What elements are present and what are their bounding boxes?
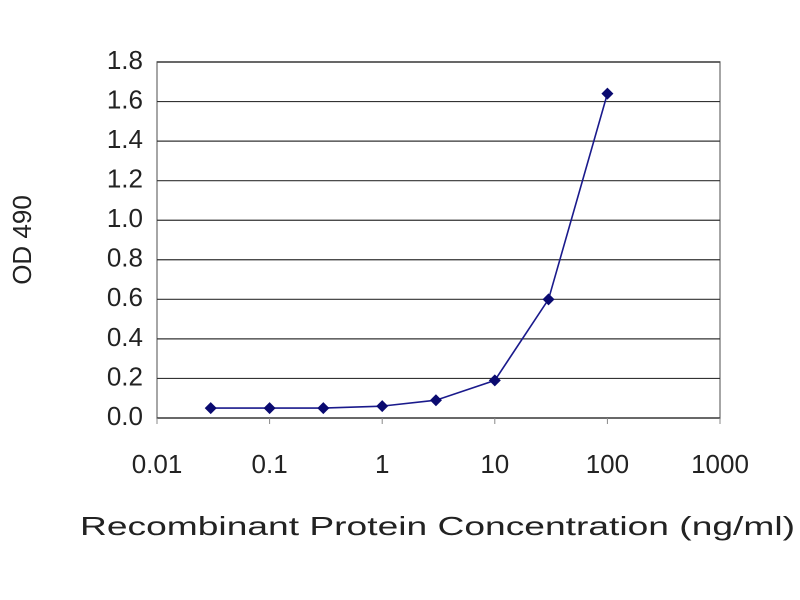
y-axis-label: OD 490 [7, 195, 37, 285]
series-line [210, 93, 609, 409]
data-point [601, 87, 614, 100]
data-point [376, 400, 389, 413]
plot-area [156, 61, 721, 419]
y-tick-label: 0.0 [107, 401, 143, 431]
data-point [429, 394, 442, 407]
y-tick-label: 0.8 [107, 243, 143, 273]
y-tick-label: 1.2 [107, 164, 143, 194]
y-tick-label: 1.4 [107, 124, 143, 154]
y-tick-label: 1.0 [107, 203, 143, 233]
data-point [488, 374, 501, 387]
y-tick-label: 0.2 [107, 361, 143, 391]
x-tick-label: 10 [480, 449, 509, 479]
x-axis-label: Recombinant Protein Concentration (ng/ml… [80, 511, 795, 541]
data-point [317, 402, 330, 415]
y-tick-label: 1.8 [107, 45, 143, 75]
y-tick-label: 1.6 [107, 84, 143, 114]
data-point [542, 293, 555, 306]
x-tick-label: 1000 [691, 449, 749, 479]
x-tick-label: 0.1 [252, 449, 288, 479]
data-point [204, 402, 217, 415]
y-tick-label: 0.6 [107, 282, 143, 312]
y-tick-label: 0.4 [107, 322, 143, 352]
x-tick-label: 0.01 [132, 449, 183, 479]
data-point [263, 402, 276, 415]
x-tick-label: 1 [375, 449, 389, 479]
x-tick-label: 100 [586, 449, 629, 479]
